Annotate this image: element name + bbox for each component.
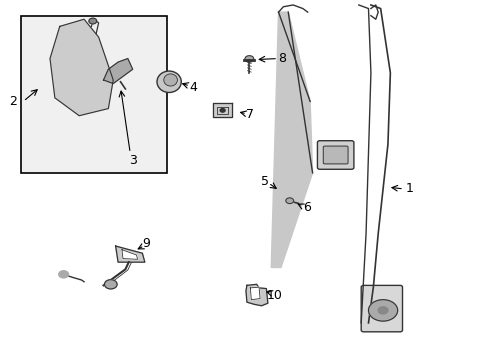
Text: 5: 5 <box>261 175 268 188</box>
Circle shape <box>285 198 293 203</box>
Circle shape <box>104 280 117 289</box>
Text: 6: 6 <box>302 201 310 214</box>
Polygon shape <box>271 12 312 267</box>
FancyBboxPatch shape <box>323 146 347 164</box>
Text: 1: 1 <box>405 183 413 195</box>
Polygon shape <box>103 59 132 84</box>
Text: 3: 3 <box>128 154 136 167</box>
Polygon shape <box>213 103 232 117</box>
Polygon shape <box>116 246 144 262</box>
Circle shape <box>59 271 68 278</box>
Circle shape <box>244 56 253 62</box>
Ellipse shape <box>163 74 177 86</box>
Circle shape <box>220 109 224 112</box>
FancyBboxPatch shape <box>275 183 288 197</box>
Text: 2: 2 <box>10 95 18 108</box>
Text: 10: 10 <box>266 288 282 302</box>
Polygon shape <box>250 287 260 300</box>
Text: 4: 4 <box>189 81 197 94</box>
FancyBboxPatch shape <box>21 16 166 173</box>
Circle shape <box>377 307 387 314</box>
Ellipse shape <box>157 71 181 93</box>
Polygon shape <box>122 249 137 259</box>
Polygon shape <box>245 284 267 306</box>
Circle shape <box>89 18 97 24</box>
Text: 9: 9 <box>142 237 150 250</box>
Polygon shape <box>50 19 113 116</box>
Text: 7: 7 <box>246 108 254 121</box>
Circle shape <box>368 300 397 321</box>
FancyBboxPatch shape <box>317 141 353 169</box>
FancyBboxPatch shape <box>361 285 402 332</box>
Text: 8: 8 <box>278 52 286 65</box>
